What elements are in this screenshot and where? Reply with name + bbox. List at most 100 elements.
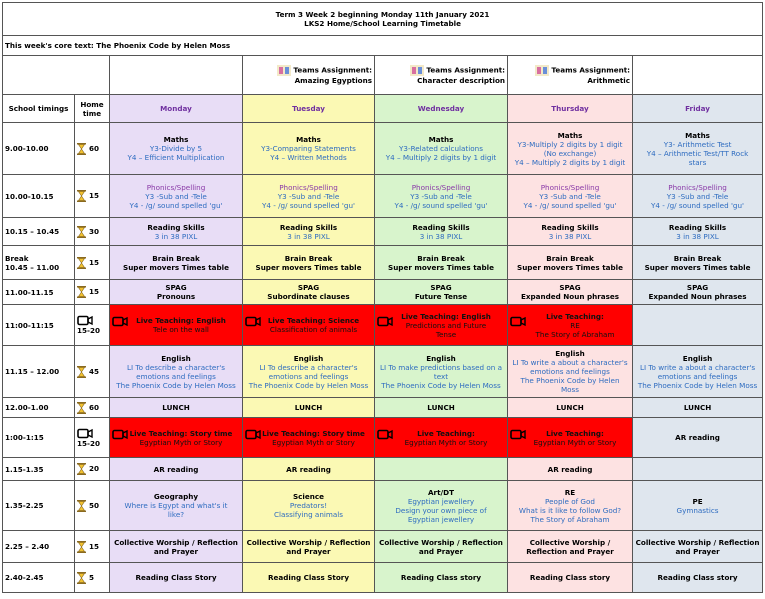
lesson-cell: Live Teaching: Egyptian Myth or Story — [374, 417, 508, 458]
lesson-cell: RE People of God What is it like to follow… — [507, 480, 633, 531]
home-minutes: 30 — [89, 226, 100, 236]
lesson-title: AR reading — [547, 464, 593, 474]
lesson-line: Y4 – Multiply 2 digits by 1 digit — [514, 157, 626, 167]
lesson-title: English — [161, 353, 191, 363]
lesson-title: Reading Class story — [529, 573, 611, 582]
lesson-line: What is it like to follow God? — [518, 505, 622, 515]
lesson-cell — [374, 457, 508, 481]
lesson-line: RE — [570, 320, 580, 330]
live-text: Live Teaching: RE The Story of Abraham — [526, 312, 624, 339]
lesson-title: Reading Skills — [279, 222, 338, 232]
lesson-line: People of God — [545, 496, 595, 506]
lesson-cell: English LI To describe a character's emoti… — [242, 345, 375, 398]
lesson-title: LUNCH — [294, 403, 323, 412]
lesson-title: SPAG — [559, 283, 581, 292]
lesson-title: SPAG — [297, 283, 320, 292]
table-row: This week's core text: The Phoenix Code … — [1, 35, 764, 56]
lesson-line: Y4 - /g/ sound spelled 'gu' — [394, 200, 488, 210]
lesson-line: Y3 -Sub and -Tele — [145, 191, 207, 201]
time-line: 1:00-1:15 — [5, 433, 44, 442]
lesson-cell: Phonics/Spelling Y3 -Sub and -Tele Y4 - /g… — [507, 174, 633, 218]
school-time: 11.00-11.15 — [2, 279, 75, 305]
home-time: 15 — [74, 174, 110, 218]
home-minutes: 15-20 — [77, 326, 100, 335]
home-minutes: 5 — [89, 572, 95, 582]
lesson-line: Y4 – Efficient Multiplication — [127, 153, 225, 162]
lesson-cell: Brain Break Super movers Times table — [374, 245, 508, 280]
time-line: 11:00-11:15 — [5, 320, 54, 330]
lesson-line: Expanded Noun phrases — [648, 292, 747, 301]
home-time: 30 — [74, 217, 110, 246]
lesson-cell: Brain Break Super movers Times table — [631, 245, 764, 280]
lesson-title: LUNCH — [162, 403, 190, 412]
lesson-title: SPAG — [430, 283, 452, 292]
lesson-cell: Live Teaching: Science Classification of … — [242, 304, 375, 346]
assignment: Teams Assignment: Amazing Egyptions — [293, 65, 372, 85]
lesson-line: Subordinate clauses — [267, 292, 350, 301]
lesson-title: AR reading — [153, 464, 199, 474]
home-time: 20 — [74, 457, 110, 481]
lesson-cell: SPAG Future Tense — [374, 279, 508, 305]
lesson-title: Reading Skills — [147, 222, 205, 232]
lesson-line: Y4 - /g/ sound spelled 'gu' — [651, 200, 745, 210]
home-minutes: 60 — [89, 143, 100, 153]
table-row: 2.40-2.45 5 Reading Class Story Reading Cla… — [2, 562, 764, 593]
lesson-cell: Reading Class story — [374, 562, 508, 593]
lesson-title: Phonics/Spelling — [668, 182, 727, 192]
lesson-title: Collective Worship / Reflection and Pray… — [635, 537, 760, 556]
lesson-line: Y3- Arithmetic Test — [663, 139, 732, 149]
time-line: 2.25 – 2.40 — [5, 542, 50, 551]
lesson-cell: Geography Where is Egypt and what's it lik… — [109, 480, 243, 531]
column-header: School timings — [2, 94, 75, 123]
lesson-line: Y4 – Written Methods — [270, 153, 347, 162]
lesson-line: Predators! — [289, 501, 328, 510]
school-time: 12.00-1.00 — [2, 397, 75, 418]
lesson-line: LI To write a about a character's — [639, 362, 756, 372]
lesson-line: Classifying animals — [273, 510, 344, 519]
lesson-cell: AR reading — [109, 457, 243, 481]
lesson-title: AR reading — [675, 433, 720, 442]
school-time: 2.40-2.45 — [2, 562, 75, 593]
lesson-line: LI To describe a character's — [127, 362, 225, 372]
lesson-cell: Maths Y3-Divide by 5 Y4 – Efficient Multip… — [109, 122, 243, 175]
lesson-cell: SPAG Expanded Noun phrases — [631, 279, 764, 305]
title-cell: Term 3 Week 2 beginning Monday 11th Janu… — [1, 2, 764, 36]
lesson-line: Egyptian Myth or Story — [533, 437, 617, 447]
lesson-line: Egyptian jewellery — [407, 496, 475, 506]
lesson-title: LUNCH — [427, 403, 455, 412]
column-header: Monday — [109, 94, 243, 123]
lesson-title: Geography — [153, 492, 199, 501]
lesson-title: Brain Break — [546, 253, 594, 263]
lesson-line: The Phoenix Code by Helen — [520, 376, 620, 385]
home-time: 60 — [74, 122, 110, 175]
lesson-title: Brain Break — [284, 253, 333, 263]
lesson-line: Super movers Times table — [388, 262, 494, 272]
lesson-title: Reading Skills — [412, 222, 470, 232]
lesson-title: Collective Worship / Reflection and Pray… — [526, 537, 614, 556]
home-minutes: 50 — [89, 500, 100, 510]
lesson-cell: Live Teaching: Story time Egyptian Myth o… — [109, 417, 243, 458]
table-row: 12.00-1.00 60 LUNCH LUNCH LUNCH LUNCH LUNCH — [2, 397, 764, 418]
lesson-cell: Reading Skills 3 in 38 PIXL — [242, 217, 375, 246]
lesson-cell: Maths Y3-Multiply 2 digits by 1 digit (No … — [507, 122, 633, 175]
title-line: LKS2 Home/School Learning Timetable — [304, 19, 461, 28]
table-row: 11:00-11:15 15-20 Live Teaching: English Te… — [2, 304, 764, 346]
school-time: 9.00-10.00 — [2, 122, 75, 175]
title-line: Term 3 Week 2 beginning Monday 11th Janu… — [275, 10, 490, 19]
home-minutes: 15 — [89, 541, 100, 551]
school-time: 1:00-1:15 — [2, 417, 75, 458]
home-minutes: 15 — [89, 191, 100, 200]
lesson-cell: LUNCH — [507, 397, 633, 418]
lesson-cell: Live Teaching: RE The Story of Abraham — [507, 304, 633, 346]
table-row: 9.00-10.00 60 Maths Y3-Divide by 5 Y4 – Effi… — [2, 122, 764, 175]
lesson-line: Gymnastics — [676, 505, 719, 515]
lesson-title: SPAG — [686, 283, 709, 292]
lesson-title: Maths — [428, 135, 454, 144]
lesson-cell: PE Gymnastics — [631, 480, 764, 531]
column-header: Wednesday — [374, 94, 508, 123]
table-row: Teams Assignment: Amazing Egyptions Teams… — [2, 55, 764, 95]
lesson-title: LUNCH — [556, 403, 584, 412]
lesson-cell: Collective Worship / Reflection and Pray… — [507, 530, 633, 563]
lesson-title: Live Teaching: Story time — [262, 428, 365, 438]
